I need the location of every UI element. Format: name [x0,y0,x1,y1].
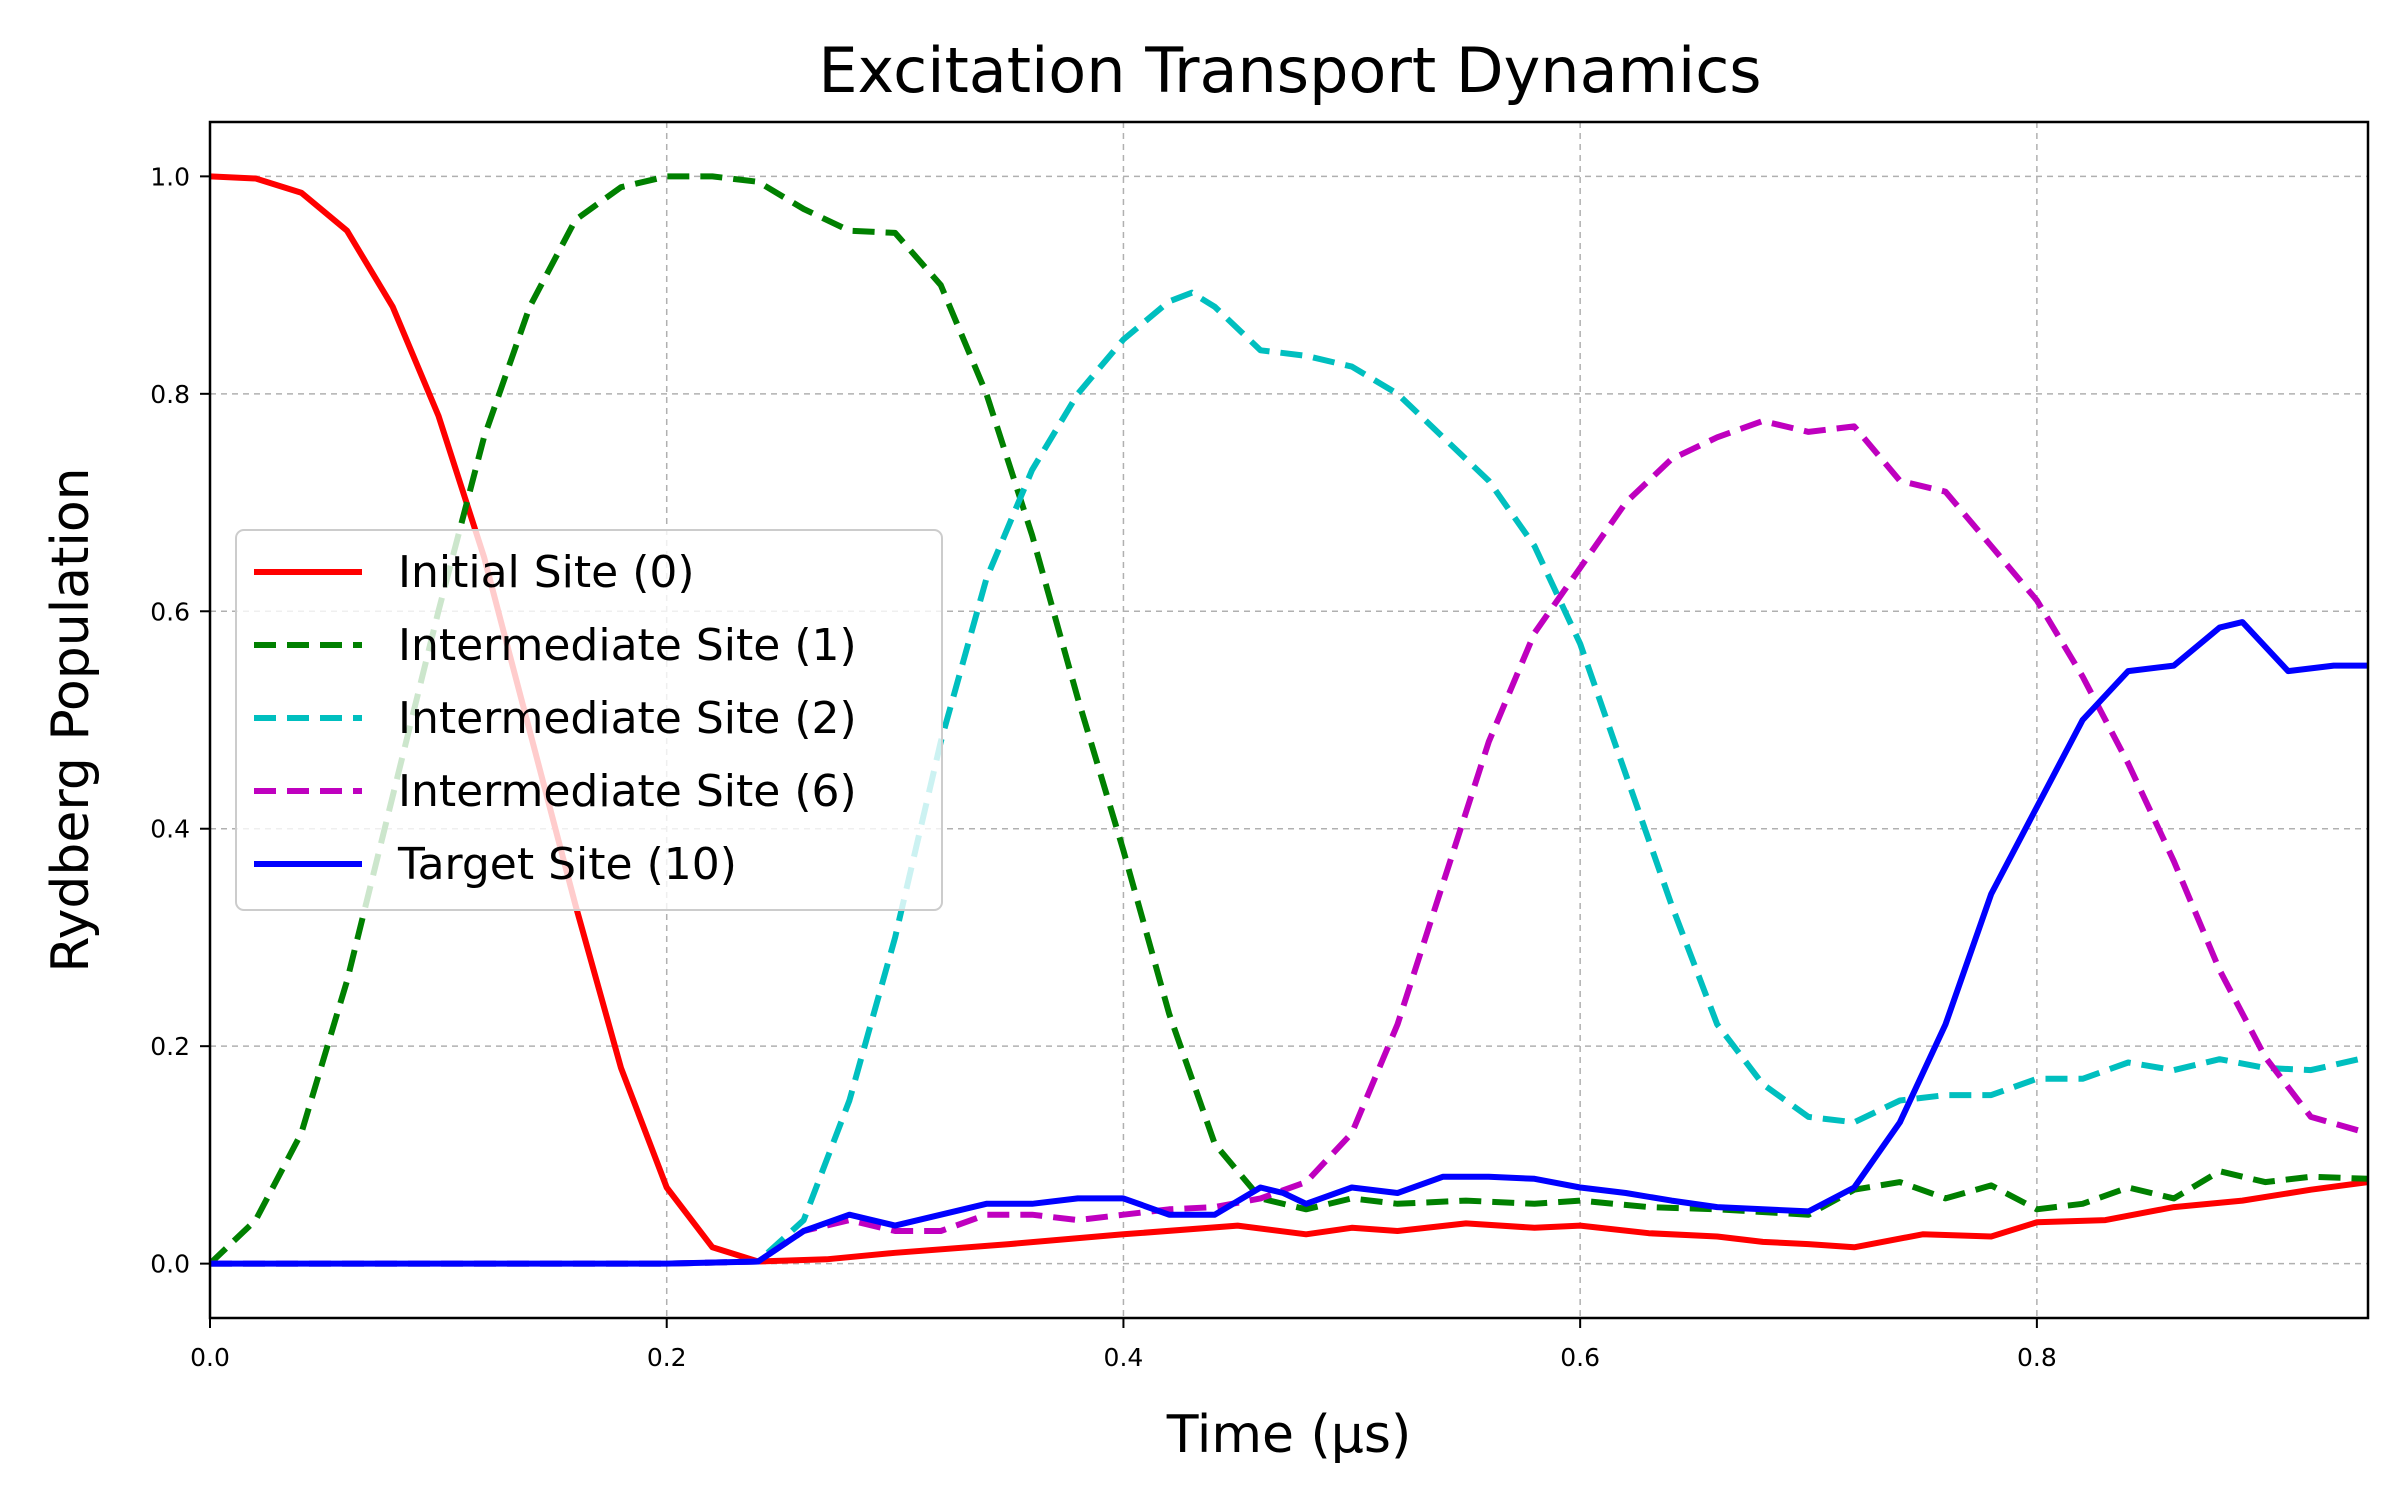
legend-box [235,529,943,911]
x-axis-label: Time (µs) [1166,1405,1412,1465]
legend-label: Target Site (10) [397,839,737,890]
y-tick-label: 1.0 [150,162,190,191]
axis-ticks: 0.0 0.2 0.4 0.6 0.8 0.0 0.2 0.4 0.6 0.8 1.0 [150,162,2057,1372]
legend-label: Initial Site (0) [398,547,695,598]
legend-label: Intermediate Site (6) [398,766,857,817]
y-tick-label: 0.4 [150,815,190,844]
y-tick-label: 0.6 [150,597,190,626]
legend-label: Intermediate Site (1) [398,620,857,671]
y-tick-label: 0.0 [150,1250,190,1279]
x-tick-label: 0.4 [1104,1343,1144,1372]
plot-frame [208,120,2370,1320]
series-line-3 [210,418,2368,1267]
chart-title: Excitation Transport Dynamics [818,34,1761,107]
grid [209,122,2368,1318]
y-tick-label: 0.2 [150,1032,190,1061]
series-line-4 [210,619,2368,1267]
y-tick-label: 0.8 [150,380,190,409]
x-tick-label: 0.6 [1560,1343,1600,1372]
x-tick-label: 0.8 [2017,1343,2057,1372]
legend: Initial Site (0) Intermediate Site (1) Int… [235,529,943,911]
legend-label: Intermediate Site (2) [398,693,857,744]
x-tick-label: 0.0 [190,1343,230,1372]
y-axis-label: Rydberg Population [41,467,101,972]
series-line-1 [210,173,2368,1266]
x-tick-label: 0.2 [647,1343,687,1372]
